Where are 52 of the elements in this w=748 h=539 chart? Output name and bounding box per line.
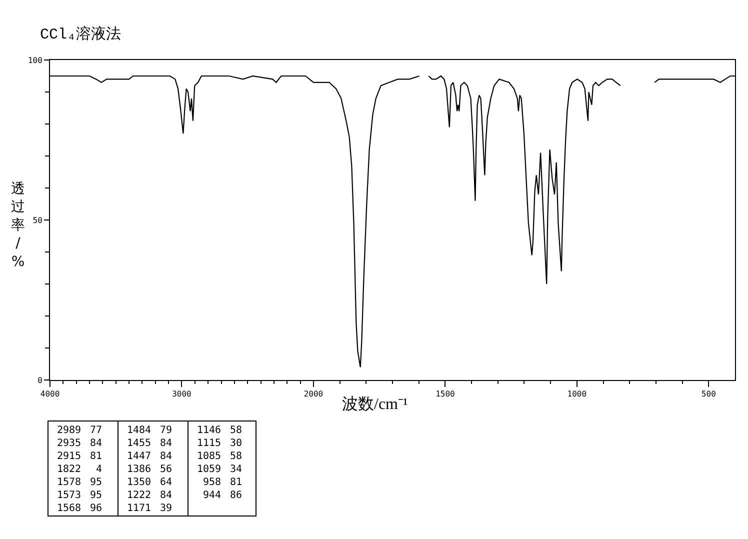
text: 1573 [57,490,82,501]
text: 30 [230,438,242,449]
text: 1578 [57,477,82,488]
text: 1455 [127,438,152,449]
text: 1059 [197,464,222,475]
x-axis-title: 波数/cm⁻¹ [342,395,408,413]
text: 4 [96,464,102,475]
text: 96 [90,503,102,514]
text: 944 [203,490,222,501]
text: 1568 [57,503,82,514]
text: 34 [230,464,242,475]
text: 81 [230,477,242,488]
text: 84 [160,438,172,449]
text: 58 [230,425,242,436]
text: 1447 [127,451,152,462]
text: 2989 [57,425,82,436]
text: 1222 [127,490,152,501]
text: 1350 [127,477,152,488]
x-tick-label: 4000 [40,390,60,399]
text: 84 [160,490,172,501]
text: 1146 [197,425,222,436]
text: 56 [160,464,172,475]
text: 84 [160,451,172,462]
y-tick-label: 100 [28,56,43,65]
text: 1822 [57,464,82,475]
text: 1115 [197,438,222,449]
text: 2915 [57,451,82,462]
text: 86 [230,490,242,501]
text: 1171 [127,503,152,514]
text: 958 [203,477,222,488]
text: 1085 [197,451,222,462]
text: 1484 [127,425,152,436]
text: 84 [90,438,102,449]
x-tick-label: 3000 [172,390,192,399]
text: 1386 [127,464,152,475]
x-tick-label: 1500 [436,390,456,399]
x-tick-label: 1000 [567,390,587,399]
y-axis-title: 透过率/% [11,181,25,270]
text: 64 [160,477,172,488]
text: 39 [160,503,172,514]
y-tick-label: 50 [32,216,43,225]
text: 77 [90,425,102,436]
x-tick-label: 500 [701,390,716,399]
text: 58 [230,451,242,462]
x-tick-label: 2000 [304,390,324,399]
text: 79 [160,425,172,436]
chart-title: CCl₄溶液法 [40,25,122,44]
text: 81 [90,451,102,462]
y-tick-label: 0 [38,376,43,385]
text: 95 [90,490,102,501]
text: 95 [90,477,102,488]
text: 2935 [57,438,82,449]
